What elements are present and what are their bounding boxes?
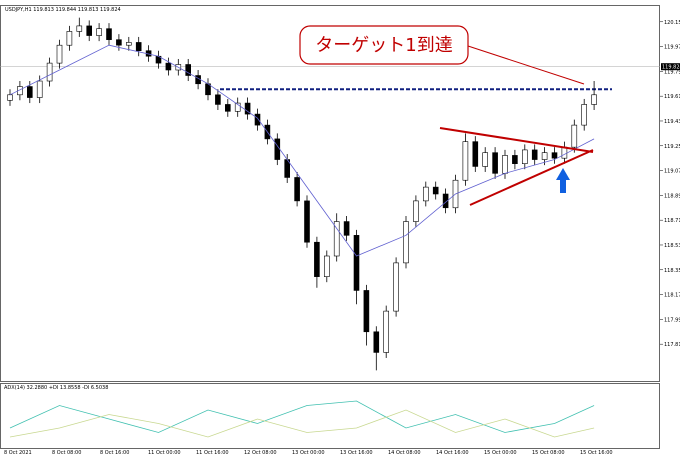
candle-body [126,42,132,46]
candle-body [521,149,528,164]
indicator-line [9,400,595,433]
candle-body [116,39,122,46]
candle-body [56,44,63,64]
y-tick-label: 119.070 [664,169,680,175]
candle-body [244,102,251,115]
candle-body [135,42,142,52]
y-tick-label: 120.150 [664,20,680,26]
x-tick-label: 13 Oct 00:00 [292,450,325,456]
candle-body [482,152,489,167]
candle-body [353,235,360,291]
candle-body [373,331,380,353]
y-tick-label: 118.530 [664,243,680,249]
x-tick-label: 8 Oct 08:00 [52,450,81,456]
indicator-frame [0,383,660,449]
x-tick-label: 11 Oct 16:00 [196,450,229,456]
indicator-line [9,409,595,438]
candle-body [323,255,330,277]
candle-body [294,177,300,202]
candle-body [215,94,221,105]
candle-body [492,152,498,174]
candle-body [185,64,191,76]
candle-body [363,290,370,333]
x-tick-label: 8 Oct 16:00 [100,450,129,456]
y-tick-label: 118.170 [664,293,680,299]
candle-body [512,155,518,164]
candle-body [531,149,538,160]
candle-body [304,200,310,243]
y-tick-label: 119.970 [664,45,680,51]
y-tick-label: 118.890 [664,193,680,199]
y-tick-label: 119.610 [664,94,680,100]
candle-body [551,152,558,159]
y-tick-label: 117.990 [664,317,680,323]
candle-body [106,28,112,40]
candle-body [413,200,419,222]
candle-body [165,62,172,71]
candle-body [502,155,508,174]
x-tick-label: 14 Oct 08:00 [388,450,421,456]
chart-title: USDJPY,H1 119.813 119.844 119.813 119.82… [5,7,121,13]
candle-body [541,152,548,160]
candle-body [343,221,350,236]
candle-body [26,86,33,98]
y-tick-label: 118.350 [664,268,680,274]
x-tick-label: 15 Oct 00:00 [484,450,517,456]
candle-body [442,193,449,209]
triangle-upper [439,127,594,153]
y-tick-label: 119.250 [664,144,680,150]
candle-body [472,141,479,167]
x-tick-label: 13 Oct 16:00 [340,450,373,456]
candle-body [403,221,409,264]
moving-average [9,44,595,257]
x-tick-label: 8 Oct 2021 [4,450,32,456]
candle-body [36,80,43,98]
x-tick-label: 15 Oct 08:00 [532,450,565,456]
x-tick-label: 15 Oct 16:00 [580,450,613,456]
candle-body [581,104,588,126]
candle-body [561,146,568,159]
candle-body [314,241,320,277]
y-tick-label: 119.790 [664,69,680,75]
candle-body [86,25,92,36]
triangle-lower [469,149,594,206]
candle-body [225,104,231,112]
y-tick-label: 117.810 [664,342,680,348]
main-frame [0,5,660,382]
candle-body [462,141,469,181]
candle-body [254,113,261,126]
candle-body [66,31,73,46]
x-tick-label: 11 Oct 00:00 [148,450,181,456]
x-tick-label: 12 Oct 08:00 [244,450,277,456]
current-price-label: 119.824 [662,65,680,71]
callout-pointer [467,45,585,85]
candle-body [274,138,281,160]
y-tick-label: 118.710 [664,218,680,224]
candle-body [96,28,102,36]
callout-box [299,25,469,65]
candle-body [422,186,429,202]
callout-text: ターゲット1到達 [315,35,452,56]
candle-body [333,221,340,257]
x-tick-label: 14 Oct 16:00 [436,450,469,456]
candle-body [383,310,390,353]
candle-body [46,62,53,82]
breakout-arrow [556,168,570,193]
y-tick-label: 119.430 [664,119,680,125]
candle-body [571,124,578,148]
current-price-box [661,63,680,71]
candle-body [432,186,439,195]
candle-body [76,25,83,32]
candle-body [234,102,241,112]
candle-body [591,94,597,105]
candle-body [393,262,399,312]
candle-body [7,94,13,101]
indicator-title: ADX(14) 32.2880 +DI 13.8558 -DI 6.5038 [4,385,108,391]
